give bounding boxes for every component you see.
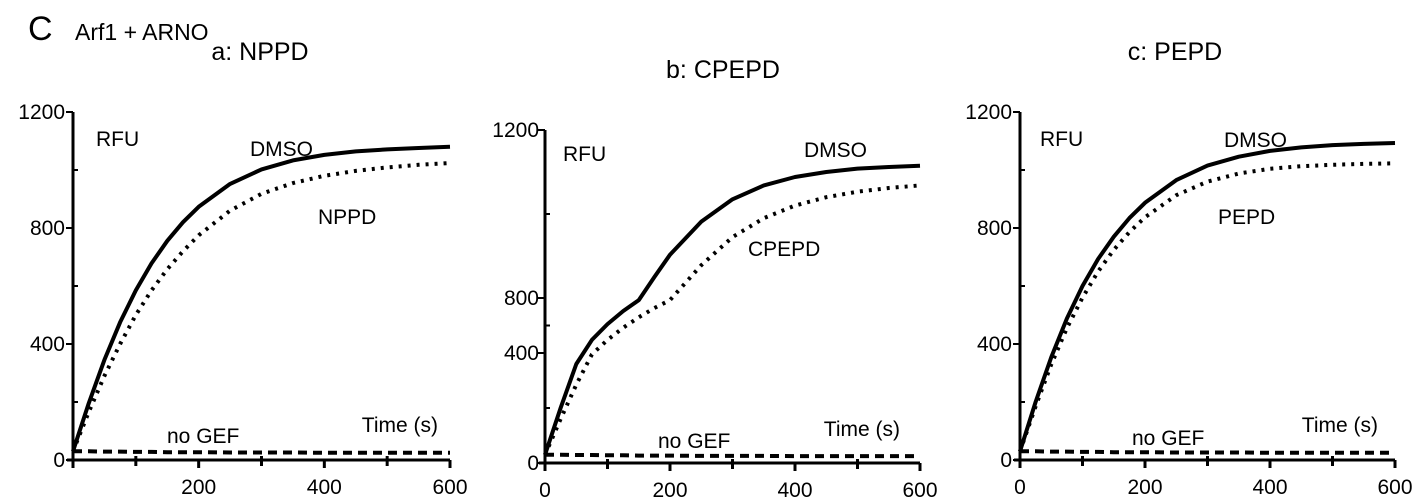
x-axis-label: Time (s) [824, 418, 900, 441]
series-line-pepd [1018, 161, 1396, 452]
series-label: no GEF [167, 425, 239, 448]
series-label: no GEF [1132, 427, 1204, 450]
series-line-dmso [71, 144, 451, 452]
series-line-no-gef [545, 452, 920, 459]
y-tick-label: 800 [977, 217, 1012, 240]
chart-title: a: NPPD [211, 38, 308, 66]
series-line-nppd [71, 161, 451, 453]
y-tick-label: 0 [527, 452, 539, 475]
y-axis-label: RFU [1040, 128, 1083, 151]
series-label: PEPD [1218, 206, 1275, 229]
y-tick-label: 1200 [18, 101, 65, 124]
x-tick-label: 0 [1014, 476, 1026, 499]
chart-title: b: CPEPD [666, 56, 780, 84]
series-label: DMSO [804, 139, 867, 162]
x-tick-label: 200 [1127, 476, 1162, 499]
y-tick-label: 400 [977, 333, 1012, 356]
series-label: DMSO [250, 138, 313, 161]
y-tick-label: 800 [504, 287, 539, 310]
series-label: no GEF [658, 430, 730, 453]
y-tick-label: 1200 [492, 119, 539, 142]
x-tick-label: 200 [652, 479, 687, 502]
y-tick-label: 1200 [965, 101, 1012, 124]
y-axis-label: RFU [96, 128, 139, 151]
series-line-cpepd [543, 183, 921, 456]
x-tick-label: 200 [181, 476, 216, 499]
x-tick-label: 600 [1377, 476, 1412, 499]
y-tick-label: 0 [1000, 449, 1012, 472]
y-tick-label: 400 [30, 333, 65, 356]
y-tick-label: 0 [53, 449, 65, 472]
x-tick-label: 400 [777, 479, 812, 502]
x-axis-label: Time (s) [362, 414, 438, 437]
x-tick-label: 0 [539, 479, 551, 502]
x-tick-label: 400 [307, 476, 342, 499]
x-axis-label: Time (s) [1302, 414, 1378, 437]
x-tick-label: 400 [1252, 476, 1287, 499]
chart-title: c: PEPD [1128, 38, 1222, 66]
x-tick-label: 600 [432, 476, 467, 499]
series-label: NPPD [318, 206, 376, 229]
series-label: CPEPD [748, 238, 820, 261]
panel-title: Arf1 + ARNO [75, 19, 209, 45]
y-axis-label: RFU [563, 143, 606, 166]
panel-letter: C [28, 10, 53, 48]
series-line-dmso [543, 163, 921, 456]
y-tick-label: 400 [504, 342, 539, 365]
series-line-no-gef [1020, 449, 1395, 455]
y-tick-label: 800 [30, 217, 65, 240]
x-tick-label: 600 [902, 479, 937, 502]
series-label: DMSO [1224, 129, 1287, 152]
series-line-dmso [1018, 141, 1396, 452]
series-line-no-gef [73, 449, 450, 455]
